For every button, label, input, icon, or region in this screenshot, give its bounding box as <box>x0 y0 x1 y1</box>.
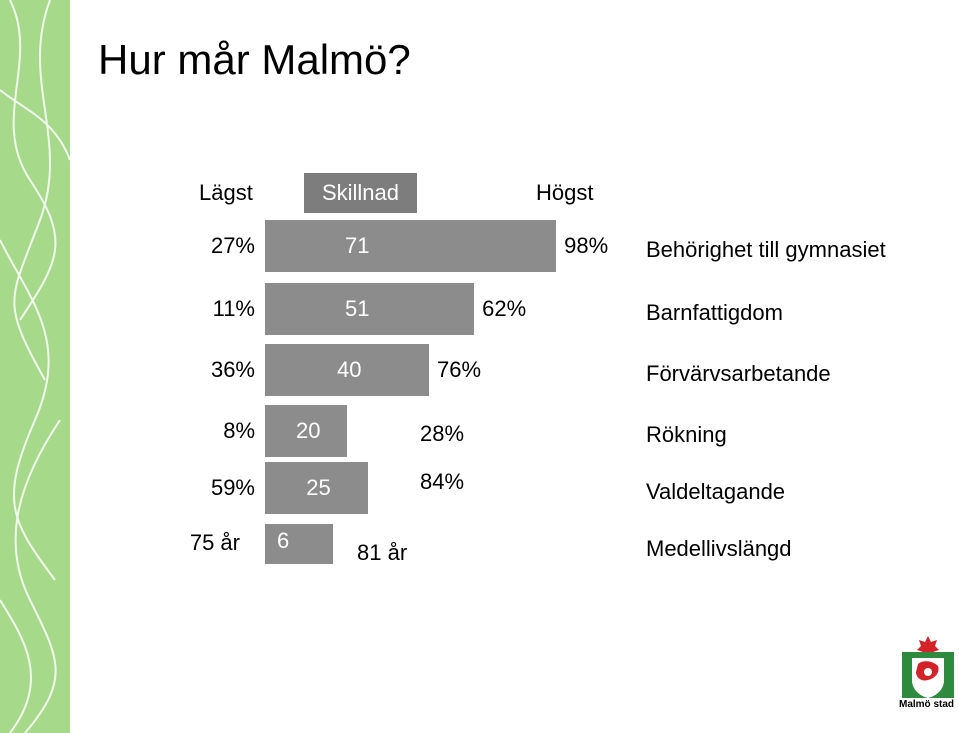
diff-bar <box>265 344 429 396</box>
diff-value: 51 <box>345 296 370 321</box>
malmo-stad-logo <box>902 636 954 698</box>
diff-value: 6 <box>277 528 290 553</box>
diff-value: 71 <box>345 233 370 258</box>
row-label: Valdeltagande <box>646 479 786 504</box>
header-high: Högst <box>536 180 594 205</box>
high-value: 62% <box>482 296 527 321</box>
row-label: Förvärvsarbetande <box>646 361 831 386</box>
logo-text: Malmö stad <box>899 699 955 710</box>
row-label: Barnfattigdom <box>646 300 783 325</box>
header-diff: Skillnad <box>304 173 417 213</box>
low-value: 11% <box>212 296 255 321</box>
diff-bar <box>265 524 333 564</box>
low-value: 59% <box>210 475 255 500</box>
high-value: 81 år <box>357 540 408 565</box>
header-low: Lägst <box>199 180 253 205</box>
diff-value: 25 <box>306 475 331 500</box>
high-value: 28% <box>420 421 465 446</box>
high-value: 76% <box>437 357 482 382</box>
diff-value: 40 <box>337 357 362 382</box>
high-value: 84% <box>420 469 465 494</box>
diff-value: 20 <box>296 418 321 443</box>
low-value: 8% <box>223 418 255 443</box>
diff-bar <box>265 283 475 335</box>
row-label: Medellivslängd <box>646 536 792 561</box>
low-value: 75 år <box>189 530 240 555</box>
row-label: Behörighet till gymnasiet <box>646 237 886 262</box>
low-value: 27% <box>210 233 255 258</box>
decorative-sidebar <box>0 0 70 733</box>
diff-bar <box>265 220 557 272</box>
row-label: Rökning <box>646 422 727 447</box>
low-value: 36% <box>210 357 255 382</box>
diff-bar <box>265 462 368 514</box>
diff-bar <box>265 405 347 457</box>
page-title: Hur mår Malmö? <box>98 36 411 83</box>
sidebar-pattern <box>0 0 70 733</box>
high-value: 98% <box>564 233 609 258</box>
